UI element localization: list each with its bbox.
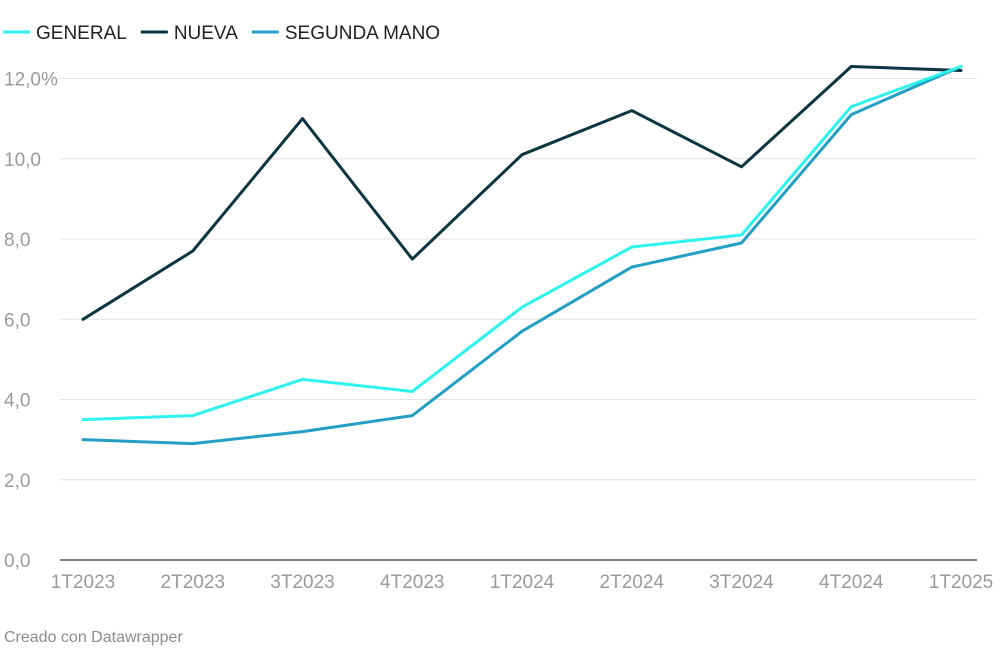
x-axis: 1T2023 2T2023 3T2023 4T2023 1T2024 2T2024 3T20… (51, 572, 993, 593)
legend-item-general: GENERAL (3, 23, 127, 44)
y-tick-label: 12,0% (4, 70, 58, 91)
credit-text: Creado con Datawrapper (4, 629, 183, 646)
legend-label: SEGUNDA MANO (285, 23, 440, 44)
legend: GENERAL NUEVA SEGUNDA MANO (3, 23, 440, 44)
legend-label: NUEVA (174, 23, 238, 44)
y-tick-label: 4,0 (4, 391, 30, 412)
gridlines (60, 78, 977, 561)
series-lines (81, 65, 963, 446)
y-tick-label: 6,0 (4, 310, 30, 331)
series-line-nueva (81, 65, 963, 321)
x-tick-label: 2T2024 (600, 572, 665, 593)
y-tick-label: 10,0 (4, 150, 41, 171)
x-tick-label: 1T2024 (490, 572, 555, 593)
series-line-segunda-mano (81, 65, 963, 446)
legend-item-nueva: NUEVA (140, 23, 238, 44)
y-tick-label: 2,0 (4, 471, 30, 492)
x-tick-label: 4T2024 (819, 572, 884, 593)
x-tick-label: 4T2023 (380, 572, 444, 593)
x-tick-label: 3T2023 (270, 572, 334, 593)
x-tick-label: 1T2025 (929, 572, 993, 593)
series-line-general (81, 65, 963, 422)
y-tick-label: 8,0 (4, 230, 30, 251)
x-tick-label: 3T2024 (709, 572, 774, 593)
x-tick-label: 2T2023 (161, 572, 225, 593)
legend-label: GENERAL (36, 23, 127, 44)
legend-item-segunda-mano: SEGUNDA MANO (251, 23, 440, 44)
x-tick-label: 1T2023 (51, 572, 115, 593)
y-tick-label: 0,0 (4, 551, 30, 572)
y-axis: 0,0 2,0 4,0 6,0 8,0 10,0 12,0% (4, 70, 58, 573)
